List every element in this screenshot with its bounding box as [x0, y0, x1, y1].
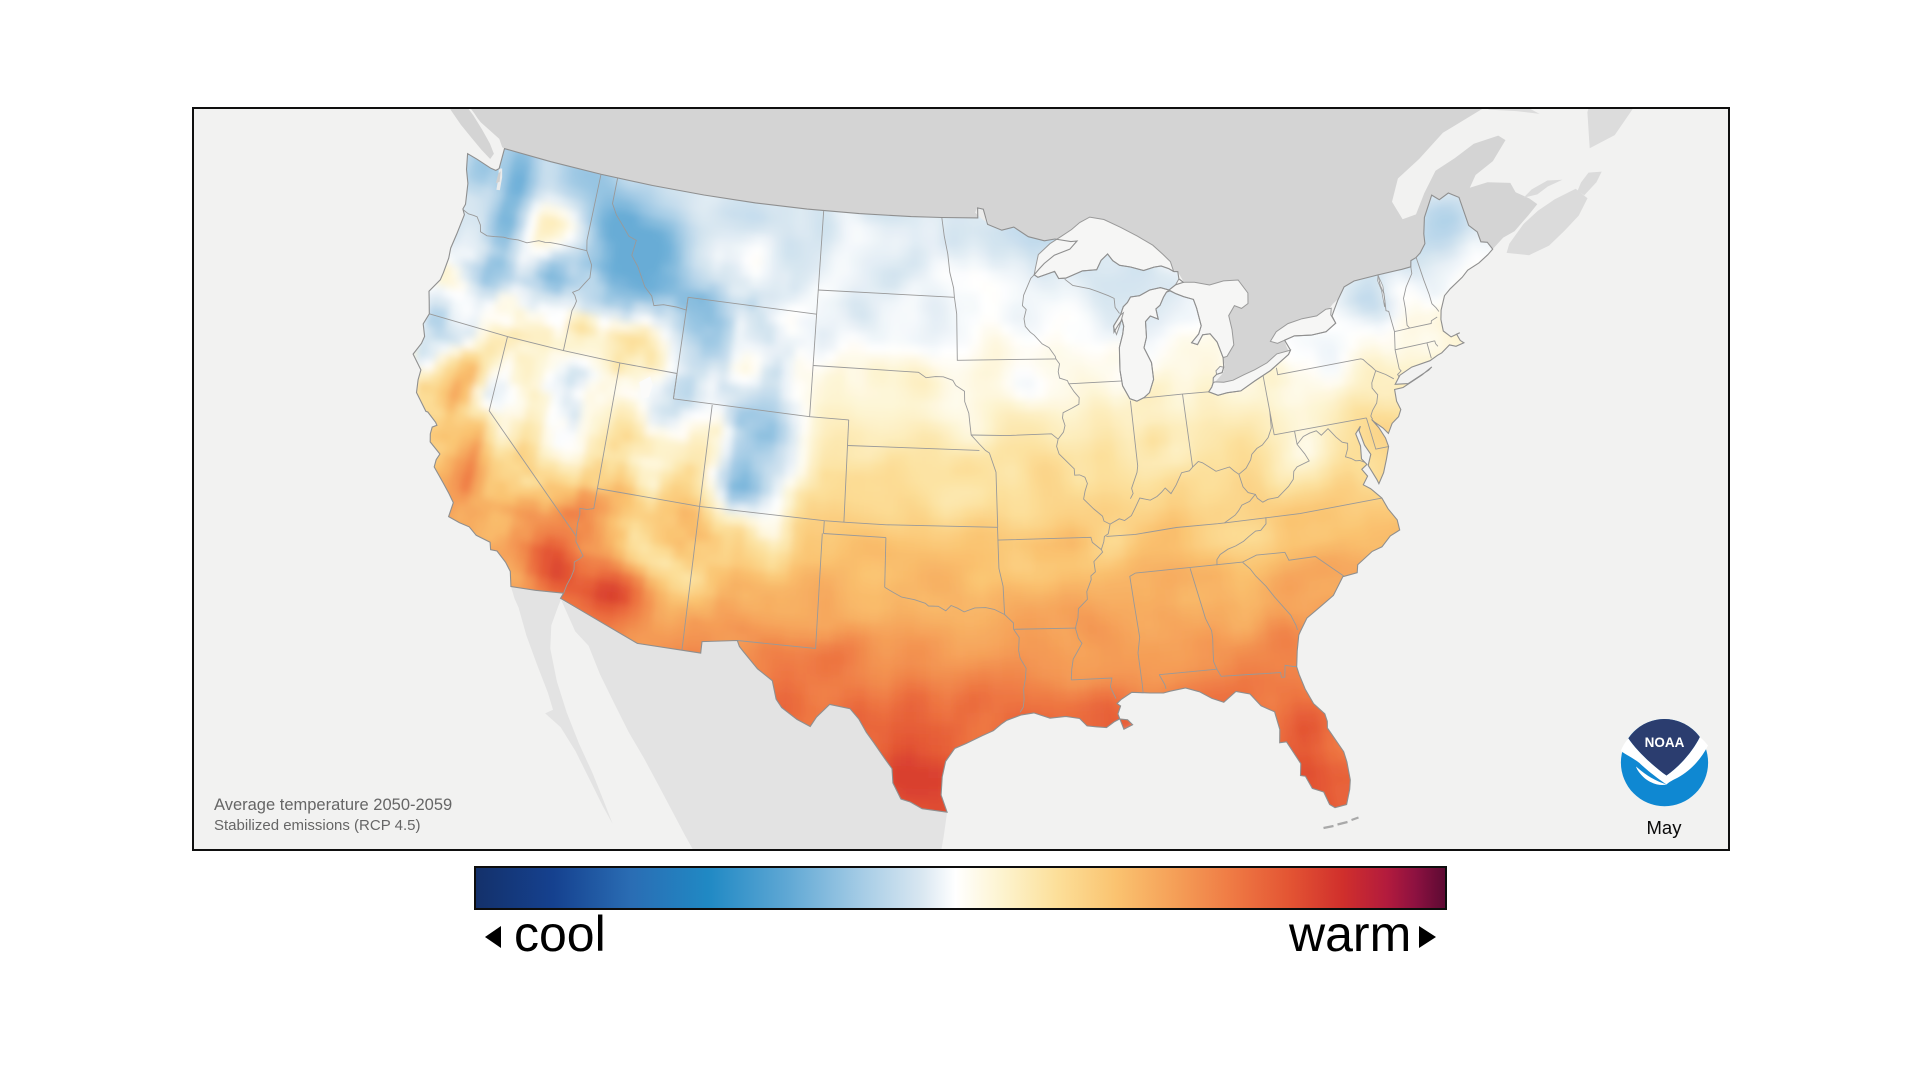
svg-text:NOAA: NOAA: [1645, 735, 1685, 750]
